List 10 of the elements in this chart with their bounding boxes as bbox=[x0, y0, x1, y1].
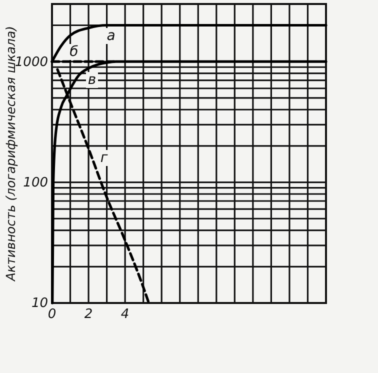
series-label: а bbox=[106, 28, 116, 44]
series-label: в bbox=[88, 72, 96, 88]
y-tick-label: 100 bbox=[23, 175, 48, 190]
line-series bbox=[51, 60, 328, 304]
x-tick-label: 4 bbox=[120, 307, 130, 322]
y-tick-label: 10 bbox=[31, 296, 48, 312]
x-tick-label: 0 bbox=[48, 307, 56, 322]
series-label: г bbox=[100, 150, 108, 166]
series-label: б bbox=[70, 44, 79, 60]
x-tick-label: 2 bbox=[84, 307, 93, 322]
